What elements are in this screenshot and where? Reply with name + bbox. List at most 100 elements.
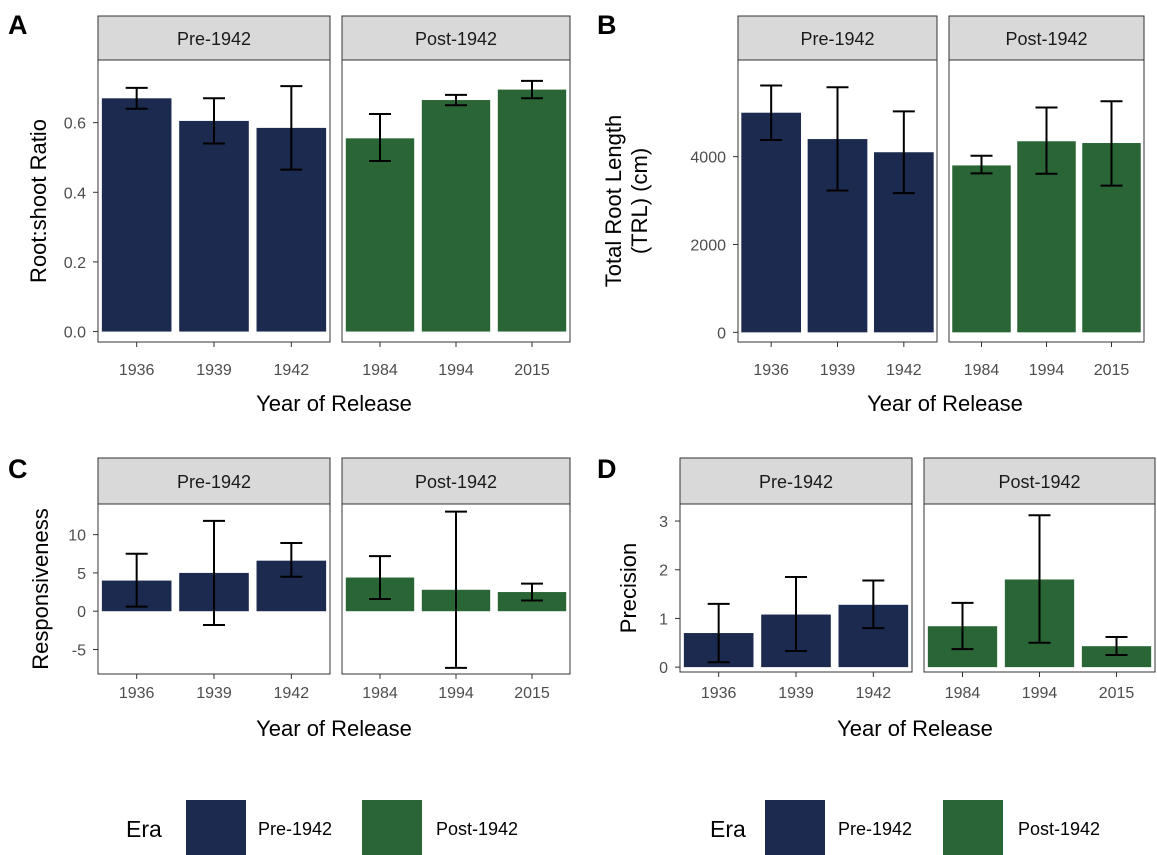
bar-1939 bbox=[179, 120, 249, 332]
panel-c: C -5 0 5 10 Responsiveness Year of Release Pre-… bbox=[8, 454, 571, 741]
facet-post-1942: Post-1942 1984 1994 2015 bbox=[341, 15, 571, 379]
x-tick-label: 2015 bbox=[514, 685, 550, 702]
legend-key-pre-1942 bbox=[186, 800, 246, 855]
error-bar-1994 bbox=[1035, 106, 1058, 175]
y-axis-label: Precision bbox=[616, 543, 641, 633]
plot-frame bbox=[948, 59, 1145, 343]
facet-strip bbox=[341, 457, 571, 505]
error-bar-1942 bbox=[280, 542, 303, 578]
error-bar-2015 bbox=[521, 79, 543, 100]
facet-strip bbox=[737, 15, 938, 61]
y-tick-label: 0 bbox=[77, 604, 86, 621]
x-tick-label: 2015 bbox=[1099, 685, 1135, 702]
y-tick-label: 1 bbox=[659, 611, 668, 628]
error-bar-1942 bbox=[280, 85, 303, 171]
x-tick-label: 1994 bbox=[438, 362, 474, 379]
error-bar-1939 bbox=[826, 86, 849, 192]
facet-pre-1942: Pre-1942 1936 1939 1942 bbox=[737, 15, 938, 379]
y-tick-label: 0.4 bbox=[64, 185, 86, 202]
x-tick-label: 1939 bbox=[196, 685, 232, 702]
y-tick-label: 0 bbox=[659, 660, 668, 677]
y-axis-label-line: Precision bbox=[616, 543, 641, 633]
error-bar-1939 bbox=[203, 519, 225, 626]
y-tick-label: 2000 bbox=[690, 237, 726, 254]
legend-key-pre-1942 bbox=[765, 800, 825, 855]
error-bar-1936 bbox=[760, 84, 783, 141]
error-bar-2015 bbox=[1100, 100, 1123, 187]
x-tick-label: 1984 bbox=[362, 362, 398, 379]
error-bar-1984 bbox=[951, 601, 974, 651]
y-tick-label: 0.2 bbox=[64, 255, 86, 272]
plot-frame bbox=[679, 503, 913, 673]
facet-pre-1942: Pre-1942 1936 1939 1942 bbox=[97, 15, 331, 379]
legend-key-post-1942 bbox=[362, 800, 422, 855]
y-axis-label-line: Root:shoot Ratio bbox=[26, 119, 51, 283]
error-bar-1939 bbox=[785, 576, 807, 653]
plot-frame bbox=[341, 59, 571, 343]
facet-strip bbox=[97, 15, 331, 61]
x-tick-label: 1994 bbox=[1022, 685, 1058, 702]
plot-frame bbox=[923, 503, 1156, 673]
y-tick-label: 2 bbox=[659, 563, 668, 580]
plot-frame bbox=[97, 503, 331, 675]
x-axis-label: Year of Release bbox=[837, 716, 993, 741]
y-axis-label-line: (TRL) (cm) bbox=[627, 148, 652, 254]
facet-strip bbox=[923, 457, 1156, 505]
facet-strip-label: Post-1942 bbox=[1005, 29, 1087, 49]
panel-letter: C bbox=[8, 454, 28, 484]
facet-pre-1942: Pre-1942 1936 1939 1942 bbox=[679, 457, 913, 702]
x-axis-label: Year of Release bbox=[256, 716, 412, 741]
x-tick-label: 1942 bbox=[856, 685, 892, 702]
facet-post-1942: Post-1942 1984 1994 2015 bbox=[341, 457, 571, 702]
legend-left: Era Pre-1942 Post-1942 bbox=[126, 800, 518, 855]
x-tick-label: 1994 bbox=[1029, 362, 1065, 379]
bar-1984 bbox=[345, 138, 415, 332]
bar-2015 bbox=[1081, 646, 1152, 668]
y-tick-label: 0.6 bbox=[64, 116, 86, 133]
y-tick-label: 3 bbox=[659, 514, 668, 531]
error-bar-1936 bbox=[125, 552, 148, 608]
panel-b: B 0 2000 4000 Total Root Length(TRL) (cm) Yea… bbox=[597, 10, 1145, 416]
y-tick-label: -5 bbox=[72, 642, 86, 659]
x-tick-label: 1936 bbox=[119, 685, 155, 702]
x-tick-label: 1942 bbox=[274, 685, 310, 702]
y-tick-label: 4000 bbox=[690, 150, 726, 167]
legend-label: Pre-1942 bbox=[258, 819, 332, 839]
facet-strip bbox=[97, 457, 331, 505]
y-axis-label-line: Total Root Length bbox=[601, 115, 626, 287]
x-axis-label: Year of Release bbox=[867, 391, 1023, 416]
panel-letter: A bbox=[8, 10, 28, 40]
y-axis-label: Responsiveness bbox=[28, 508, 53, 669]
error-bar-1994 bbox=[1028, 514, 1051, 644]
legend-right: Era Pre-1942 Post-1942 bbox=[710, 800, 1100, 855]
x-tick-label: 1936 bbox=[753, 362, 789, 379]
facet-post-1942: Post-1942 1984 1994 2015 bbox=[923, 457, 1156, 702]
facet-strip-label: Post-1942 bbox=[998, 472, 1080, 492]
error-bar-1942 bbox=[892, 110, 915, 195]
error-bar-1936 bbox=[125, 86, 148, 110]
bar-1984 bbox=[952, 165, 1011, 333]
error-bar-1939 bbox=[203, 97, 225, 145]
error-bar-1942 bbox=[862, 579, 885, 630]
y-axis-label: Total Root Length(TRL) (cm) bbox=[601, 115, 652, 287]
bar-2015 bbox=[497, 89, 567, 332]
error-bar-2015 bbox=[1105, 635, 1128, 656]
x-tick-label: 1984 bbox=[964, 362, 1000, 379]
x-tick-label: 1984 bbox=[945, 685, 981, 702]
x-tick-label: 1994 bbox=[438, 685, 474, 702]
y-tick-label: 5 bbox=[77, 566, 86, 583]
facet-strip-label: Post-1942 bbox=[415, 472, 497, 492]
error-bar-1984 bbox=[369, 555, 391, 600]
x-tick-label: 1939 bbox=[820, 362, 856, 379]
y-axis-label: Root:shoot Ratio bbox=[26, 119, 51, 283]
legend-label: Post-1942 bbox=[1018, 819, 1100, 839]
facet-strip-label: Pre-1942 bbox=[177, 472, 251, 492]
error-bar-1936 bbox=[707, 602, 730, 664]
plot-frame bbox=[97, 59, 331, 343]
y-tick-label: 0.0 bbox=[64, 325, 86, 342]
panel-letter: D bbox=[597, 454, 617, 484]
x-tick-label: 1939 bbox=[196, 362, 232, 379]
error-bar-1984 bbox=[970, 154, 993, 175]
x-tick-label: 1939 bbox=[778, 685, 814, 702]
